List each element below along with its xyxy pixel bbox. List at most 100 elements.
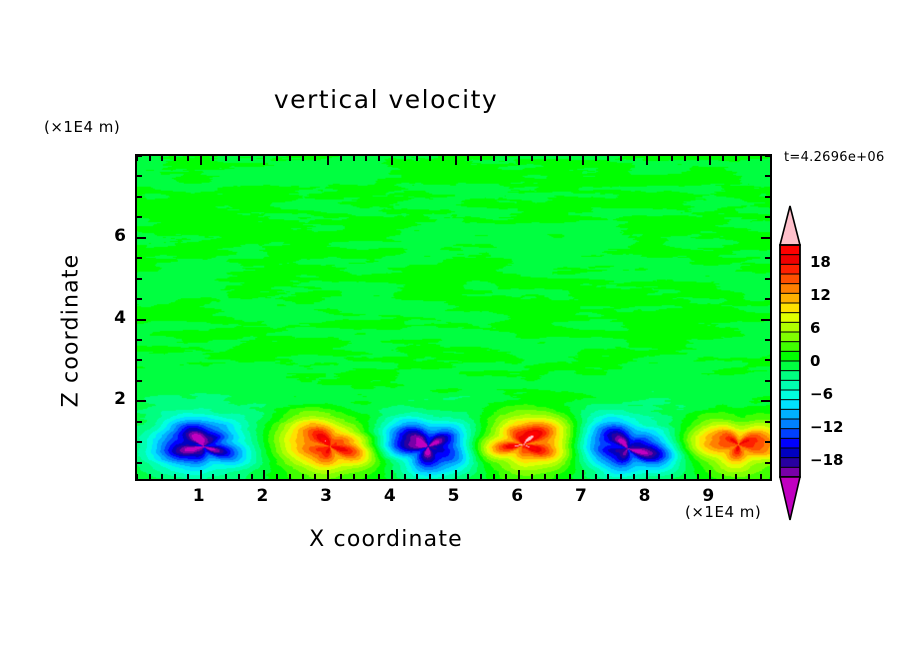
x-major-tick-top — [581, 156, 584, 165]
colorbar-swatch — [779, 292, 801, 304]
colorbar-tick-label: 18 — [810, 252, 831, 271]
x-minor-tick — [174, 474, 177, 479]
colorbar-swatch — [779, 399, 801, 411]
x-minor-tick — [658, 474, 661, 479]
x-minor-tick-top — [760, 156, 763, 161]
x-minor-tick-top — [594, 156, 597, 161]
x-minor-tick-top — [683, 156, 686, 161]
x-minor-tick-top — [543, 156, 546, 161]
x-minor-tick — [722, 474, 725, 479]
y-minor-tick — [137, 338, 142, 341]
x-major-tick — [454, 470, 457, 479]
x-minor-tick — [314, 474, 317, 479]
x-minor-tick — [339, 474, 342, 479]
colorbar-swatch — [779, 302, 801, 314]
colorbar-swatch — [779, 263, 801, 275]
x-major-tick — [518, 470, 521, 479]
y-minor-tick-right — [765, 420, 770, 423]
y-axis-title: Z coordinate — [58, 253, 84, 408]
colorbar-tick-label: 6 — [810, 318, 821, 337]
y-minor-tick — [137, 441, 142, 444]
y-minor-tick — [137, 216, 142, 219]
colorbar-swatch — [779, 254, 801, 266]
x-minor-tick — [747, 474, 750, 479]
x-minor-tick-top — [137, 156, 138, 161]
colorbar-swatch — [779, 341, 801, 353]
x-minor-tick — [594, 474, 597, 479]
x-minor-tick-top — [505, 156, 508, 161]
x-minor-tick-top — [747, 156, 750, 161]
y-minor-tick-right — [765, 277, 770, 280]
colorbar-swatch — [779, 389, 801, 401]
y-major-tick — [137, 400, 146, 403]
y-minor-tick-right — [765, 338, 770, 341]
y-tick-label: 4 — [114, 307, 126, 328]
colorbar-swatch — [779, 360, 801, 372]
colorbar-swatch — [779, 312, 801, 324]
x-minor-tick — [148, 474, 151, 479]
x-minor-tick — [607, 474, 610, 479]
colorbar-tick-label: −18 — [810, 451, 844, 470]
y-major-tick-right — [761, 236, 770, 239]
x-minor-tick — [403, 474, 406, 479]
x-minor-tick-top — [658, 156, 661, 161]
x-minor-tick — [441, 474, 444, 479]
y-minor-tick-right — [765, 461, 770, 464]
x-minor-tick-top — [288, 156, 291, 161]
x-minor-tick — [620, 474, 623, 479]
x-minor-tick — [237, 474, 240, 479]
x-tick-label: 9 — [702, 486, 715, 506]
x-minor-tick — [556, 474, 559, 479]
x-minor-tick — [352, 474, 355, 479]
x-tick-label: 1 — [192, 486, 205, 506]
y-minor-tick — [137, 359, 142, 362]
x-minor-tick-top — [378, 156, 381, 161]
x-minor-tick-top — [314, 156, 317, 161]
x-tick-label: 5 — [447, 486, 460, 506]
x-minor-tick — [760, 474, 763, 479]
x-minor-tick — [301, 474, 304, 479]
plot-area — [135, 154, 772, 481]
x-major-tick-top — [645, 156, 648, 165]
colorbar — [779, 205, 801, 521]
x-tick-label: 7 — [574, 486, 587, 506]
colorbar-swatch — [779, 331, 801, 343]
x-minor-tick — [530, 474, 533, 479]
colorbar-swatch — [779, 447, 801, 459]
x-major-tick-top — [390, 156, 393, 165]
colorbar-tick-label: 12 — [810, 285, 831, 304]
x-minor-tick-top — [441, 156, 444, 161]
x-minor-tick — [467, 474, 470, 479]
x-minor-tick — [632, 474, 635, 479]
page-title: vertical velocity — [273, 85, 499, 114]
x-tick-label: 2 — [256, 486, 269, 506]
y-minor-tick — [137, 379, 142, 382]
colorbar-swatch — [779, 283, 801, 295]
x-major-tick-top — [199, 156, 202, 165]
x-minor-tick-top — [530, 156, 533, 161]
y-axis-unit-label: (×1E4 m) — [44, 118, 121, 136]
y-minor-tick — [137, 175, 142, 178]
colorbar-swatch — [779, 428, 801, 440]
x-minor-tick — [569, 474, 572, 479]
colorbar-tick-label: −12 — [810, 418, 844, 437]
x-major-tick-top — [263, 156, 266, 165]
y-major-tick — [137, 236, 146, 239]
x-minor-tick-top — [696, 156, 699, 161]
x-major-tick — [390, 470, 393, 479]
x-minor-tick — [734, 474, 737, 479]
y-tick-label: 2 — [114, 389, 126, 410]
colorbar-swatch — [779, 350, 801, 362]
y-major-tick — [137, 318, 146, 321]
x-major-tick — [645, 470, 648, 479]
colorbar-tick-label: −6 — [810, 385, 834, 404]
y-major-tick-right — [761, 400, 770, 403]
x-major-tick-top — [709, 156, 712, 165]
x-minor-tick — [365, 474, 368, 479]
x-minor-tick — [416, 474, 419, 479]
colorbar-tick-label: 0 — [810, 352, 821, 370]
y-minor-tick — [137, 420, 142, 423]
x-minor-tick-top — [734, 156, 737, 161]
x-major-tick — [709, 470, 712, 479]
